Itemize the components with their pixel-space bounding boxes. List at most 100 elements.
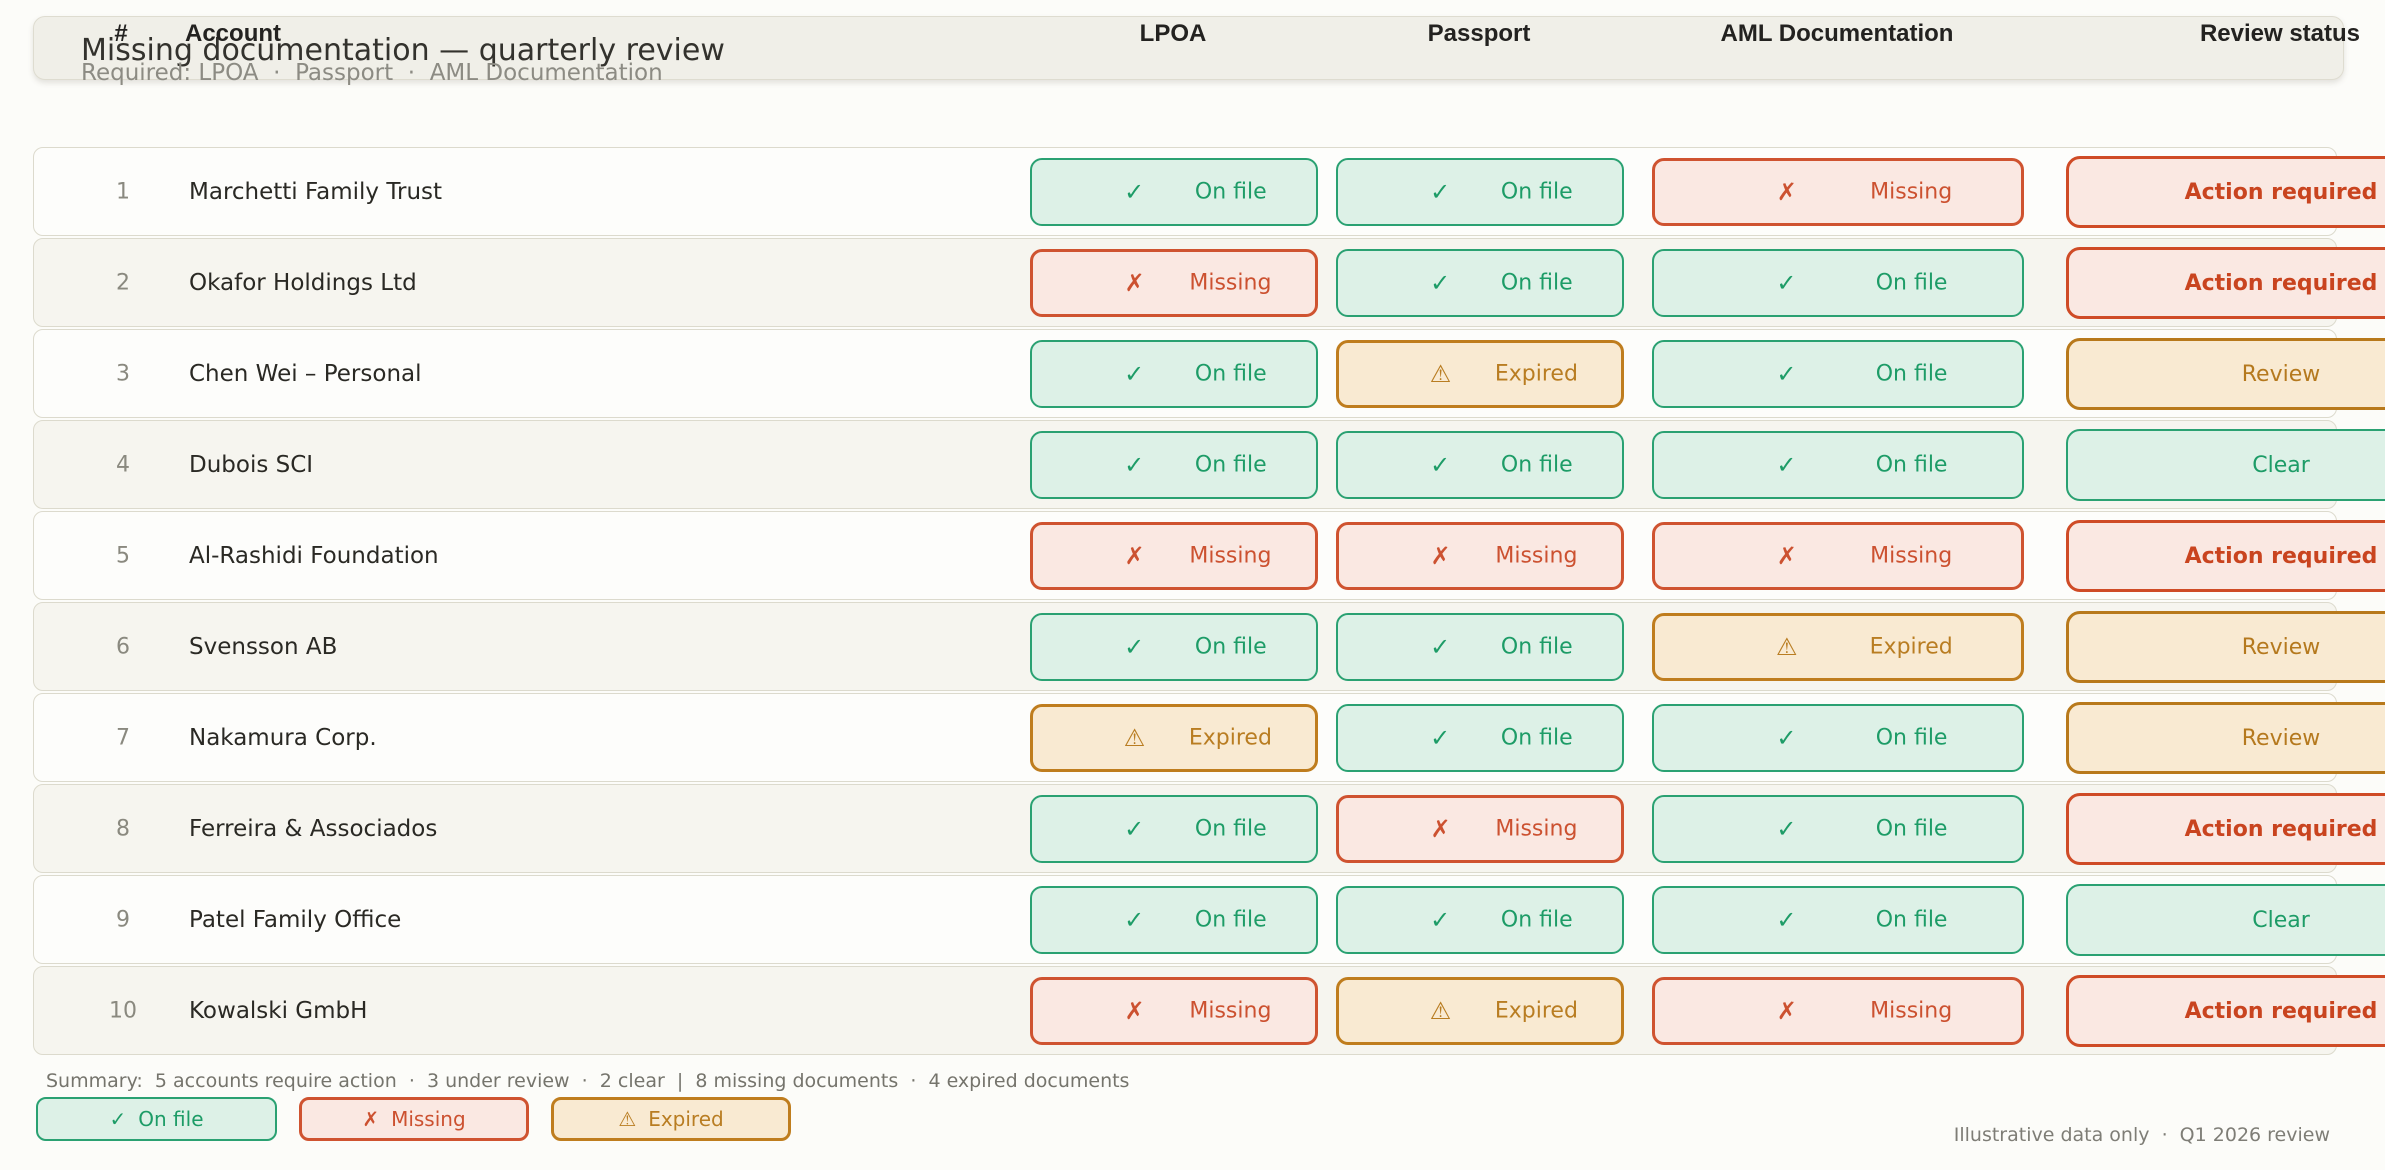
legend-label: Expired xyxy=(648,1107,724,1131)
column-header-account: Account xyxy=(185,20,281,47)
accounts-table: 1 Marchetti Family Trust ✓ On file ✓ On file ✗… xyxy=(33,147,2385,1057)
header-card: Missing documentation — quarterly review… xyxy=(33,16,2344,86)
table-row: 7 Nakamura Corp. ⚠ Expired ✓ On file ✓ On file R… xyxy=(33,693,2385,782)
table-row: 9 Patel Family Office ✓ On file ✓ On file ✓ On … xyxy=(33,875,2385,964)
status-label: Expired xyxy=(1188,725,1272,751)
status-label: On file xyxy=(1194,179,1267,205)
aml-status-pill: ✓ On file xyxy=(1652,431,2024,499)
table-row: 8 Ferreira & Associados ✓ On file ✗ Missing ✓ O… xyxy=(33,784,2385,873)
row-number: 7 xyxy=(116,725,130,750)
column-header-passport: Passport xyxy=(1427,20,1531,47)
lpoa-status-pill: ✗ Missing xyxy=(1030,977,1318,1045)
account-name: Al-Rashidi Foundation xyxy=(189,542,439,569)
aml-status-pill: ✓ On file xyxy=(1652,340,2024,408)
lpoa-status-pill: ✓ On file xyxy=(1030,613,1318,681)
status-label: On file xyxy=(1500,270,1573,296)
lpoa-status-pill: ✓ On file xyxy=(1030,431,1318,499)
passport-status-pill: ✓ On file xyxy=(1336,249,1624,317)
legend-chip-expired: ⚠ Expired xyxy=(551,1097,791,1141)
lpoa-status-pill: ✓ On file xyxy=(1030,795,1318,863)
status-label: On file xyxy=(1875,816,1948,842)
check-icon: ✓ xyxy=(1124,360,1145,388)
status-label: On file xyxy=(1500,907,1573,933)
aml-status-pill: ✗ Missing xyxy=(1652,158,2024,226)
account-name: Chen Wei – Personal xyxy=(189,360,422,387)
footnote: Illustrative data only · Q1 2026 review xyxy=(1953,1124,2330,1146)
check-icon: ✓ xyxy=(1124,906,1145,934)
warning-icon: ⚠ xyxy=(1123,724,1146,752)
account-name: Dubois SCI xyxy=(189,451,314,478)
status-label: On file xyxy=(1194,816,1267,842)
row-number: 8 xyxy=(116,816,130,841)
passport-status-pill: ✗ Missing xyxy=(1336,522,1624,590)
status-label: Expired xyxy=(1494,361,1578,387)
check-icon: ✓ xyxy=(1124,178,1145,206)
account-name: Nakamura Corp. xyxy=(189,724,377,751)
row-number: 4 xyxy=(116,452,130,477)
legend: ✓ On file ✗ Missing ⚠ Expired xyxy=(36,1097,791,1141)
legend-label: Missing xyxy=(391,1107,466,1131)
row-number: 3 xyxy=(116,361,130,386)
table-row: 10 Kowalski GmbH ✗ Missing ⚠ Expired ✗ Missing A… xyxy=(33,966,2385,1055)
status-label: On file xyxy=(1500,452,1573,478)
status-label: On file xyxy=(1194,452,1267,478)
column-header-number: # xyxy=(114,20,128,47)
passport-status-pill: ⚠ Expired xyxy=(1336,977,1624,1045)
status-label: On file xyxy=(1500,179,1573,205)
page-subtitle: Required: LPOA · Passport · AML Document… xyxy=(81,60,663,86)
x-icon: ✗ xyxy=(1124,269,1145,297)
status-label: On file xyxy=(1875,725,1948,751)
review-status-pill: Review xyxy=(2066,702,2385,774)
check-icon: ✓ xyxy=(1776,906,1797,934)
x-icon: ✗ xyxy=(1776,542,1797,570)
account-name: Ferreira & Associados xyxy=(189,815,438,842)
aml-status-pill: ✓ On file xyxy=(1652,886,2024,954)
warning-icon: ⚠ xyxy=(1429,360,1452,388)
row-number: 9 xyxy=(116,907,130,932)
x-icon: ✗ xyxy=(1124,997,1145,1025)
status-label: Expired xyxy=(1494,998,1578,1024)
passport-status-pill: ✓ On file xyxy=(1336,158,1624,226)
lpoa-status-pill: ✓ On file xyxy=(1030,340,1318,408)
passport-status-pill: ✗ Missing xyxy=(1336,795,1624,863)
x-icon: ✗ xyxy=(362,1107,380,1131)
check-icon: ✓ xyxy=(1430,269,1451,297)
review-status-pill: Action required xyxy=(2066,520,2385,592)
x-icon: ✗ xyxy=(1430,542,1451,570)
row-number: 2 xyxy=(116,270,130,295)
aml-status-pill: ✓ On file xyxy=(1652,249,2024,317)
warning-icon: ⚠ xyxy=(618,1107,637,1131)
column-header-lpoa: LPOA xyxy=(1139,20,1207,47)
check-icon: ✓ xyxy=(1776,269,1797,297)
status-label: On file xyxy=(1194,634,1267,660)
check-icon: ✓ xyxy=(1124,815,1145,843)
legend-chip-missing: ✗ Missing xyxy=(299,1097,529,1141)
warning-icon: ⚠ xyxy=(1429,997,1452,1025)
review-status-pill: Review xyxy=(2066,338,2385,410)
aml-status-pill: ✓ On file xyxy=(1652,795,2024,863)
status-label: On file xyxy=(1875,270,1948,296)
x-icon: ✗ xyxy=(1776,997,1797,1025)
check-icon: ✓ xyxy=(1776,724,1797,752)
status-label: On file xyxy=(1194,907,1267,933)
summary-text: Summary: 5 accounts require action · 3 u… xyxy=(46,1070,1130,1092)
aml-status-pill: ✗ Missing xyxy=(1652,977,2024,1045)
account-name: Patel Family Office xyxy=(189,906,402,933)
check-icon: ✓ xyxy=(1430,724,1451,752)
table-row: 1 Marchetti Family Trust ✓ On file ✓ On file ✗… xyxy=(33,147,2385,236)
status-label: On file xyxy=(1500,725,1573,751)
legend-chip-on-file: ✓ On file xyxy=(36,1097,277,1141)
review-status-pill: Action required xyxy=(2066,156,2385,228)
table-row: 6 Svensson AB ✓ On file ✓ On file ⚠ Expired Revi… xyxy=(33,602,2385,691)
legend-label: On file xyxy=(138,1107,204,1131)
status-label: On file xyxy=(1500,634,1573,660)
status-label: Missing xyxy=(1495,816,1578,842)
check-icon: ✓ xyxy=(1776,815,1797,843)
check-icon: ✓ xyxy=(1124,633,1145,661)
passport-status-pill: ✓ On file xyxy=(1336,613,1624,681)
x-icon: ✗ xyxy=(1124,542,1145,570)
review-status-pill: Clear xyxy=(2066,429,2385,501)
status-label: Missing xyxy=(1189,543,1272,569)
status-label: Missing xyxy=(1189,998,1272,1024)
review-status-pill: Review xyxy=(2066,611,2385,683)
